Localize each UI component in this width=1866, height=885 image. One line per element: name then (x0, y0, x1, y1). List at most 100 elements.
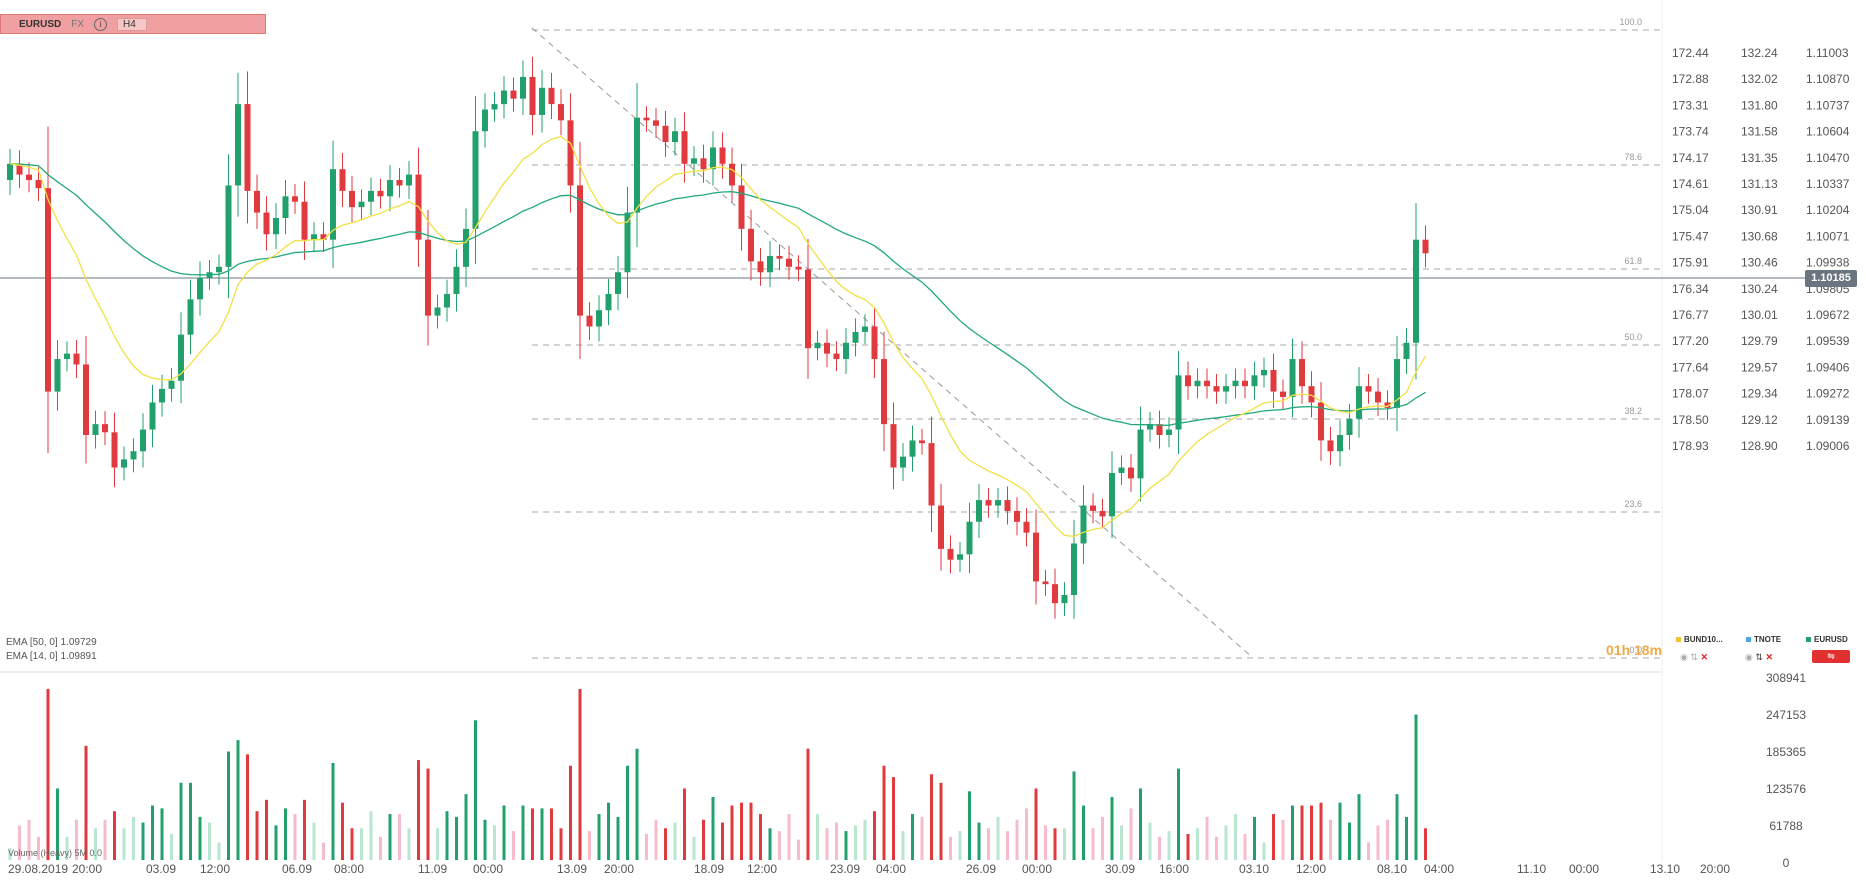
candle-body (1023, 521, 1030, 533)
volume-axis-tick: 123576 (1766, 782, 1806, 796)
eurusd-axis-tick: 1.09406 (1806, 360, 1850, 374)
tnote-controls[interactable]: ◉ ⇅ ✕ (1745, 652, 1773, 663)
candle-body (1251, 375, 1258, 387)
time-axis-tick: 16:00 (1159, 862, 1189, 876)
candle-body (26, 174, 32, 181)
volume-bar (170, 833, 173, 860)
volume-bar (1405, 816, 1408, 860)
eurusd-axis-tick: 1.09272 (1806, 387, 1850, 401)
volume-bar (274, 825, 278, 860)
volume-bar (1129, 808, 1133, 860)
time-axis-tick: 00:00 (1022, 862, 1052, 876)
candle-body (890, 424, 897, 468)
tnote-axis-tick: 128.90 (1741, 439, 1778, 453)
compare-symbol-tnote[interactable]: TNOTE (1746, 635, 1781, 644)
volume-layer (8, 689, 1427, 860)
volume-bar (246, 754, 249, 860)
compare-symbol-eurusd[interactable]: EURUSD (1806, 635, 1848, 644)
candle-body (377, 190, 384, 197)
bund-axis-tick: 174.61 (1672, 177, 1709, 191)
ema-14-legend[interactable]: EMA [14, 0] 1.09891 (6, 651, 97, 662)
volume-bar (341, 802, 344, 860)
sort-icon[interactable]: ⇅ (1690, 652, 1698, 662)
volume-bar (702, 819, 705, 860)
eurusd-main-series-button[interactable]: ⇋ (1812, 650, 1850, 663)
volume-legend[interactable]: Volume (Heavy) 5M 0.0 (8, 848, 103, 858)
candle-body (1223, 386, 1229, 392)
close-icon[interactable]: ✕ (1700, 652, 1708, 662)
volume-bar (816, 814, 819, 860)
ema-50-legend[interactable]: EMA [50, 0] 1.09729 (6, 637, 97, 648)
eye-icon[interactable]: ◉ (1745, 652, 1753, 662)
candle-body (966, 521, 973, 555)
volume-bar (1281, 819, 1285, 860)
volume-bar (654, 819, 658, 860)
volume-bar (94, 828, 97, 860)
timeframe-selector[interactable]: H4 (117, 17, 147, 31)
volume-bar (645, 833, 648, 860)
volume-bar (265, 799, 268, 860)
volume-bar (208, 822, 211, 860)
volume-bar (1186, 833, 1190, 860)
fib-level-label: 50.0 (1624, 332, 1642, 342)
candle-body (567, 120, 574, 186)
bund-axis-tick: 172.88 (1672, 72, 1709, 86)
volume-bar (892, 777, 895, 860)
candle-body (529, 76, 536, 115)
compare-symbol-bund[interactable]: BUND10... (1676, 635, 1723, 644)
time-axis-tick: 20:00 (72, 862, 102, 876)
candle-body (425, 239, 431, 316)
sort-icon[interactable]: ⇅ (1755, 652, 1763, 662)
candle-body (881, 359, 887, 425)
candle-body (1099, 510, 1106, 517)
candle-body (197, 277, 203, 300)
time-axis-tick: 13.09 (557, 862, 587, 876)
candle-body (795, 266, 802, 270)
candle-body (1194, 380, 1201, 387)
candle-body (168, 380, 175, 389)
time-axis-tick: 23.09 (830, 862, 860, 876)
volume-bar (1272, 814, 1275, 860)
symbol-toolbar[interactable]: EURUSD FX i H4 (0, 14, 266, 34)
volume-bar (1243, 833, 1247, 860)
bund-controls[interactable]: ◉ ⇅ ✕ (1680, 652, 1708, 663)
volume-bar (1044, 825, 1047, 860)
candle-body (225, 185, 232, 267)
volume-bar (1367, 842, 1370, 860)
candle-body (1299, 359, 1305, 387)
candle-body (292, 196, 298, 202)
volume-bar (1329, 819, 1332, 860)
volume-bar (436, 828, 439, 860)
volume-bar (65, 836, 69, 860)
volume-bar (1338, 802, 1342, 860)
candle-body (909, 440, 916, 457)
time-axis-tick: 20:00 (1700, 862, 1730, 876)
candle-body (453, 266, 460, 294)
candle-body (995, 500, 1001, 506)
eye-icon[interactable]: ◉ (1680, 652, 1688, 662)
volume-bar (464, 794, 468, 860)
volume-bar (417, 760, 420, 860)
time-axis-tick: 04:00 (1424, 862, 1454, 876)
volume-bar (255, 811, 259, 860)
volume-bar (806, 748, 810, 860)
volume-axis: 308941 247153 185365 123576 61788 0 (1766, 671, 1806, 870)
candle-body (54, 359, 61, 392)
candle-body (1137, 429, 1144, 479)
candle-body (615, 272, 621, 294)
volume-axis-tick: 0 (1783, 856, 1790, 870)
candle-body (729, 163, 735, 186)
tnote-axis-tick: 131.80 (1741, 98, 1778, 112)
tnote-axis-tick: 130.91 (1741, 203, 1778, 217)
close-icon[interactable]: ✕ (1765, 652, 1773, 662)
tnote-axis-tick: 129.12 (1741, 413, 1778, 427)
time-axis-tick: 00:00 (473, 862, 503, 876)
volume-bar (1015, 819, 1019, 860)
candle-body (339, 169, 346, 191)
info-icon[interactable]: i (94, 17, 108, 31)
candle-body (1289, 359, 1296, 398)
volume-bar (1196, 828, 1199, 860)
candle-body (1090, 505, 1096, 511)
tnote-axis-tick: 130.68 (1741, 229, 1778, 243)
